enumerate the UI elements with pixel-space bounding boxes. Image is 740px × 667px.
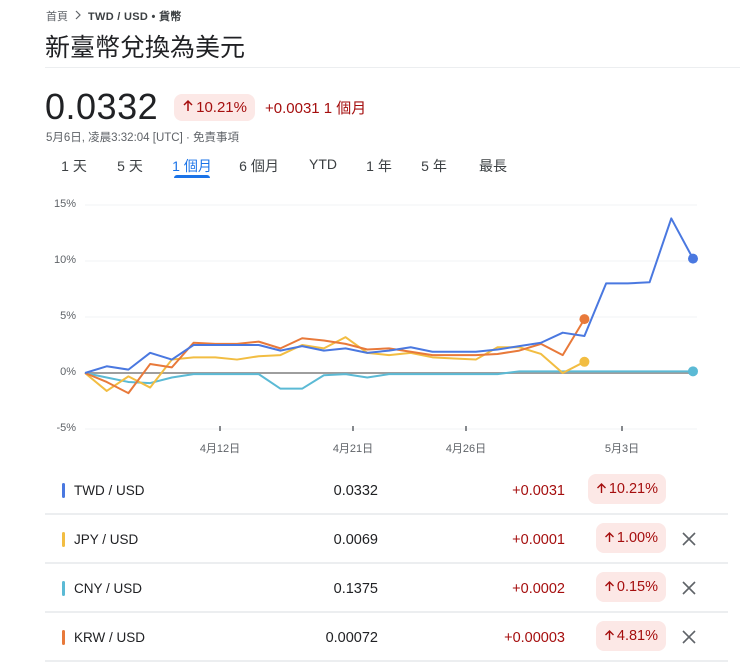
pair-value: 0.00072 [325, 630, 378, 646]
tab-6m[interactable]: 6 個月 [239, 158, 279, 174]
arrow-up-icon [182, 99, 194, 116]
series-line-twd [84, 217, 694, 374]
close-icon [682, 581, 696, 595]
abs-change: +0.0031 1 個月 [265, 97, 366, 118]
y-tick-label: 10% [53, 254, 76, 266]
tab-5d[interactable]: 5 天 [117, 158, 143, 174]
change-period: 1 個月 [323, 99, 367, 117]
pair-pct-badge: 0.15% [595, 572, 666, 602]
pair-change: +0.0031 [512, 483, 565, 499]
tab-1y[interactable]: 1 年 [366, 158, 392, 174]
close-icon [682, 532, 696, 546]
x-tick-label: 4月12日 [199, 443, 241, 455]
abs-change-value: +0.0031 [264, 99, 320, 117]
table-row[interactable]: TWD / USD 0.0332 +0.0031 10.21% [45, 466, 728, 515]
pair-pct-badge: 10.21% [587, 474, 666, 504]
series-line-krw [84, 318, 586, 395]
pair-change: +0.0002 [512, 581, 565, 597]
series-endpoint-krw [579, 314, 590, 325]
y-tick-label: -5% [56, 422, 76, 434]
comparison-table: TWD / USD 0.0332 +0.0031 10.21% JPY / US… [45, 466, 728, 662]
x-tick-label: 4月21日 [332, 443, 374, 455]
pair-value: 0.1375 [333, 581, 378, 597]
arrow-up-icon [604, 628, 615, 644]
breadcrumb-current: TWD / USD • 貨幣 [88, 11, 182, 23]
pct-change-badge: 10.21% [174, 93, 255, 121]
current-price: 0.0332 [45, 86, 159, 127]
pair-value: 0.0069 [333, 532, 378, 548]
chart-plot-area [84, 204, 698, 431]
remove-comparison-button[interactable] [678, 528, 700, 550]
arrow-up-icon [604, 530, 615, 546]
table-row[interactable]: KRW / USD 0.00072 +0.00003 4.81% [45, 613, 728, 662]
pair-pct-value: 0.15% [616, 579, 658, 595]
pair-change: +0.00003 [504, 630, 565, 646]
tab-5y[interactable]: 5 年 [421, 158, 447, 174]
series-color-indicator [62, 483, 65, 498]
arrow-up-icon [596, 481, 607, 497]
remove-comparison-button[interactable] [678, 626, 700, 648]
series-line-jpy [84, 336, 585, 392]
series-color-indicator [62, 630, 65, 645]
pair-value: 0.0332 [333, 483, 378, 499]
pct-change-value: 10.21% [196, 98, 247, 116]
tab-max[interactable]: 最長 [479, 158, 507, 174]
time-range-tabs: 1 天 5 天 1 個月 6 個月 YTD 1 年 5 年 最長 [46, 150, 508, 178]
tab-ytd[interactable]: YTD [309, 156, 337, 172]
tab-1m[interactable]: 1 個月 [172, 150, 212, 178]
pair-name[interactable]: TWD / USD [74, 483, 145, 498]
series-color-indicator [62, 581, 65, 596]
pair-name[interactable]: KRW / USD [74, 630, 146, 645]
breadcrumb-home-link[interactable]: 首頁 [46, 11, 68, 23]
pair-pct-value: 1.00% [616, 530, 658, 546]
title-divider [45, 67, 740, 68]
y-tick-label: 5% [60, 310, 76, 322]
timestamp-disclaimer[interactable]: 5月6日, 凌晨3:32:04 [UTC] · 免責事項 [46, 132, 239, 144]
arrow-up-icon [604, 579, 615, 595]
pair-pct-value: 10.21% [608, 481, 658, 497]
pair-pct-badge: 1.00% [595, 523, 666, 553]
pair-change: +0.0001 [512, 532, 565, 548]
series-endpoint-twd [688, 253, 698, 264]
pair-pct-badge: 4.81% [595, 621, 666, 651]
y-tick-label: 15% [53, 198, 76, 210]
series-color-indicator [62, 532, 65, 547]
table-row[interactable]: CNY / USD 0.1375 +0.0002 0.15% [45, 564, 728, 613]
series-endpoint-jpy [579, 356, 590, 367]
table-row[interactable]: JPY / USD 0.0069 +0.0001 1.00% [45, 515, 728, 564]
y-tick-label: 0% [60, 366, 76, 378]
pair-name[interactable]: CNY / USD [74, 581, 143, 596]
series-endpoint-cny [688, 366, 698, 377]
x-tick-label: 5月3日 [604, 443, 640, 455]
x-tick-label: 4月26日 [445, 443, 487, 455]
close-icon [682, 630, 696, 644]
chevron-right-icon [74, 10, 82, 23]
price-row: 0.0332 10.21% +0.0031 1 個月 [45, 86, 366, 128]
breadcrumb: 首頁 TWD / USD • 貨幣 [46, 8, 182, 24]
series-line-cny [84, 370, 693, 390]
tab-1d[interactable]: 1 天 [61, 158, 87, 174]
remove-comparison-button[interactable] [678, 577, 700, 599]
pair-name[interactable]: JPY / USD [74, 532, 139, 547]
pair-pct-value: 4.81% [616, 628, 658, 644]
comparison-chart[interactable]: 15% 10% 5% 0% -5% 4月12日 4月21日 4月26日 5月3日 [0, 190, 740, 465]
page-title: 新臺幣兌換為美元 [45, 34, 246, 62]
